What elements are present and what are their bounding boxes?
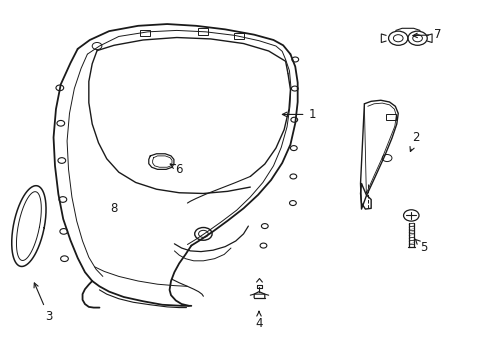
Bar bbox=[197, 28, 208, 35]
Text: 8: 8 bbox=[110, 202, 118, 215]
Text: 3: 3 bbox=[34, 283, 52, 323]
Bar bbox=[233, 32, 244, 39]
Text: 4: 4 bbox=[255, 311, 262, 330]
Text: 1: 1 bbox=[282, 108, 315, 121]
Bar bbox=[139, 30, 150, 36]
Text: 2: 2 bbox=[409, 131, 419, 152]
Text: 6: 6 bbox=[170, 163, 183, 176]
Text: 5: 5 bbox=[414, 239, 426, 254]
Bar bbox=[385, 114, 395, 121]
Text: 7: 7 bbox=[412, 28, 441, 41]
